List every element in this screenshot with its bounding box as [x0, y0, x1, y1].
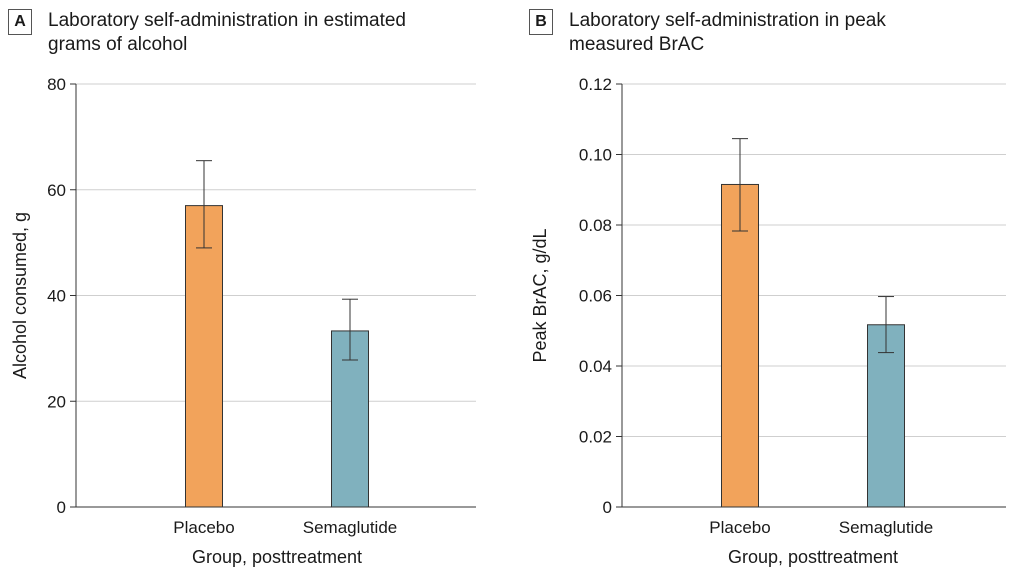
bar	[185, 205, 223, 508]
chart-plot: 0 0.02 0.04 0.06 0.08 0.10 0.12 Placebo Semaglut…	[530, 75, 1006, 567]
chart-title-line-1: Laboratory self-administration in peak	[569, 10, 886, 31]
y-tick-label: 0.06	[579, 287, 612, 306]
y-tick-label: 0.10	[579, 146, 612, 165]
chart-title: Laboratory self-administration in peak m…	[569, 9, 989, 57]
chart-title-line-2: measured BrAC	[569, 34, 705, 55]
chart-panel-b: B Laboratory self-administration in peak…	[509, 0, 1009, 571]
bar	[721, 183, 759, 508]
panel-label: B	[529, 9, 553, 35]
x-axis-title: Group, posttreatment	[192, 547, 362, 567]
x-axis-title: Group, posttreatment	[728, 547, 898, 567]
y-axis-title: Peak BrAC, g/dL	[530, 228, 550, 362]
chart-panel-a: A Laboratory self-administration in esti…	[0, 0, 500, 571]
y-tick-label: 0.04	[579, 357, 612, 376]
y-tick-label: 80	[47, 75, 66, 94]
y-tick-label: 0.08	[579, 216, 612, 235]
chart-title: Laboratory self-administration in estima…	[48, 9, 468, 57]
y-tick-label: 0	[603, 498, 612, 517]
y-tick-label: 20	[47, 392, 66, 411]
y-tick-label: 40	[47, 287, 66, 306]
chart-title-line-2: grams of alcohol	[48, 34, 188, 55]
panel-label: A	[8, 9, 32, 35]
y-tick-label: 0.12	[579, 75, 612, 94]
bar	[867, 324, 905, 508]
x-tick-label: Placebo	[173, 518, 234, 537]
y-tick-label: 0	[57, 498, 66, 517]
chart-title-line-1: Laboratory self-administration in estima…	[48, 10, 407, 31]
chart-plot: 0 20 40 60 80 Placebo Semaglutide Group, posttr…	[10, 75, 476, 567]
y-axis-title: Alcohol consumed, g	[10, 212, 30, 379]
x-tick-label: Placebo	[709, 518, 770, 537]
y-tick-label: 60	[47, 181, 66, 200]
y-tick-label: 0.02	[579, 428, 612, 447]
x-tick-label: Semaglutide	[303, 518, 398, 537]
x-tick-label: Semaglutide	[839, 518, 934, 537]
